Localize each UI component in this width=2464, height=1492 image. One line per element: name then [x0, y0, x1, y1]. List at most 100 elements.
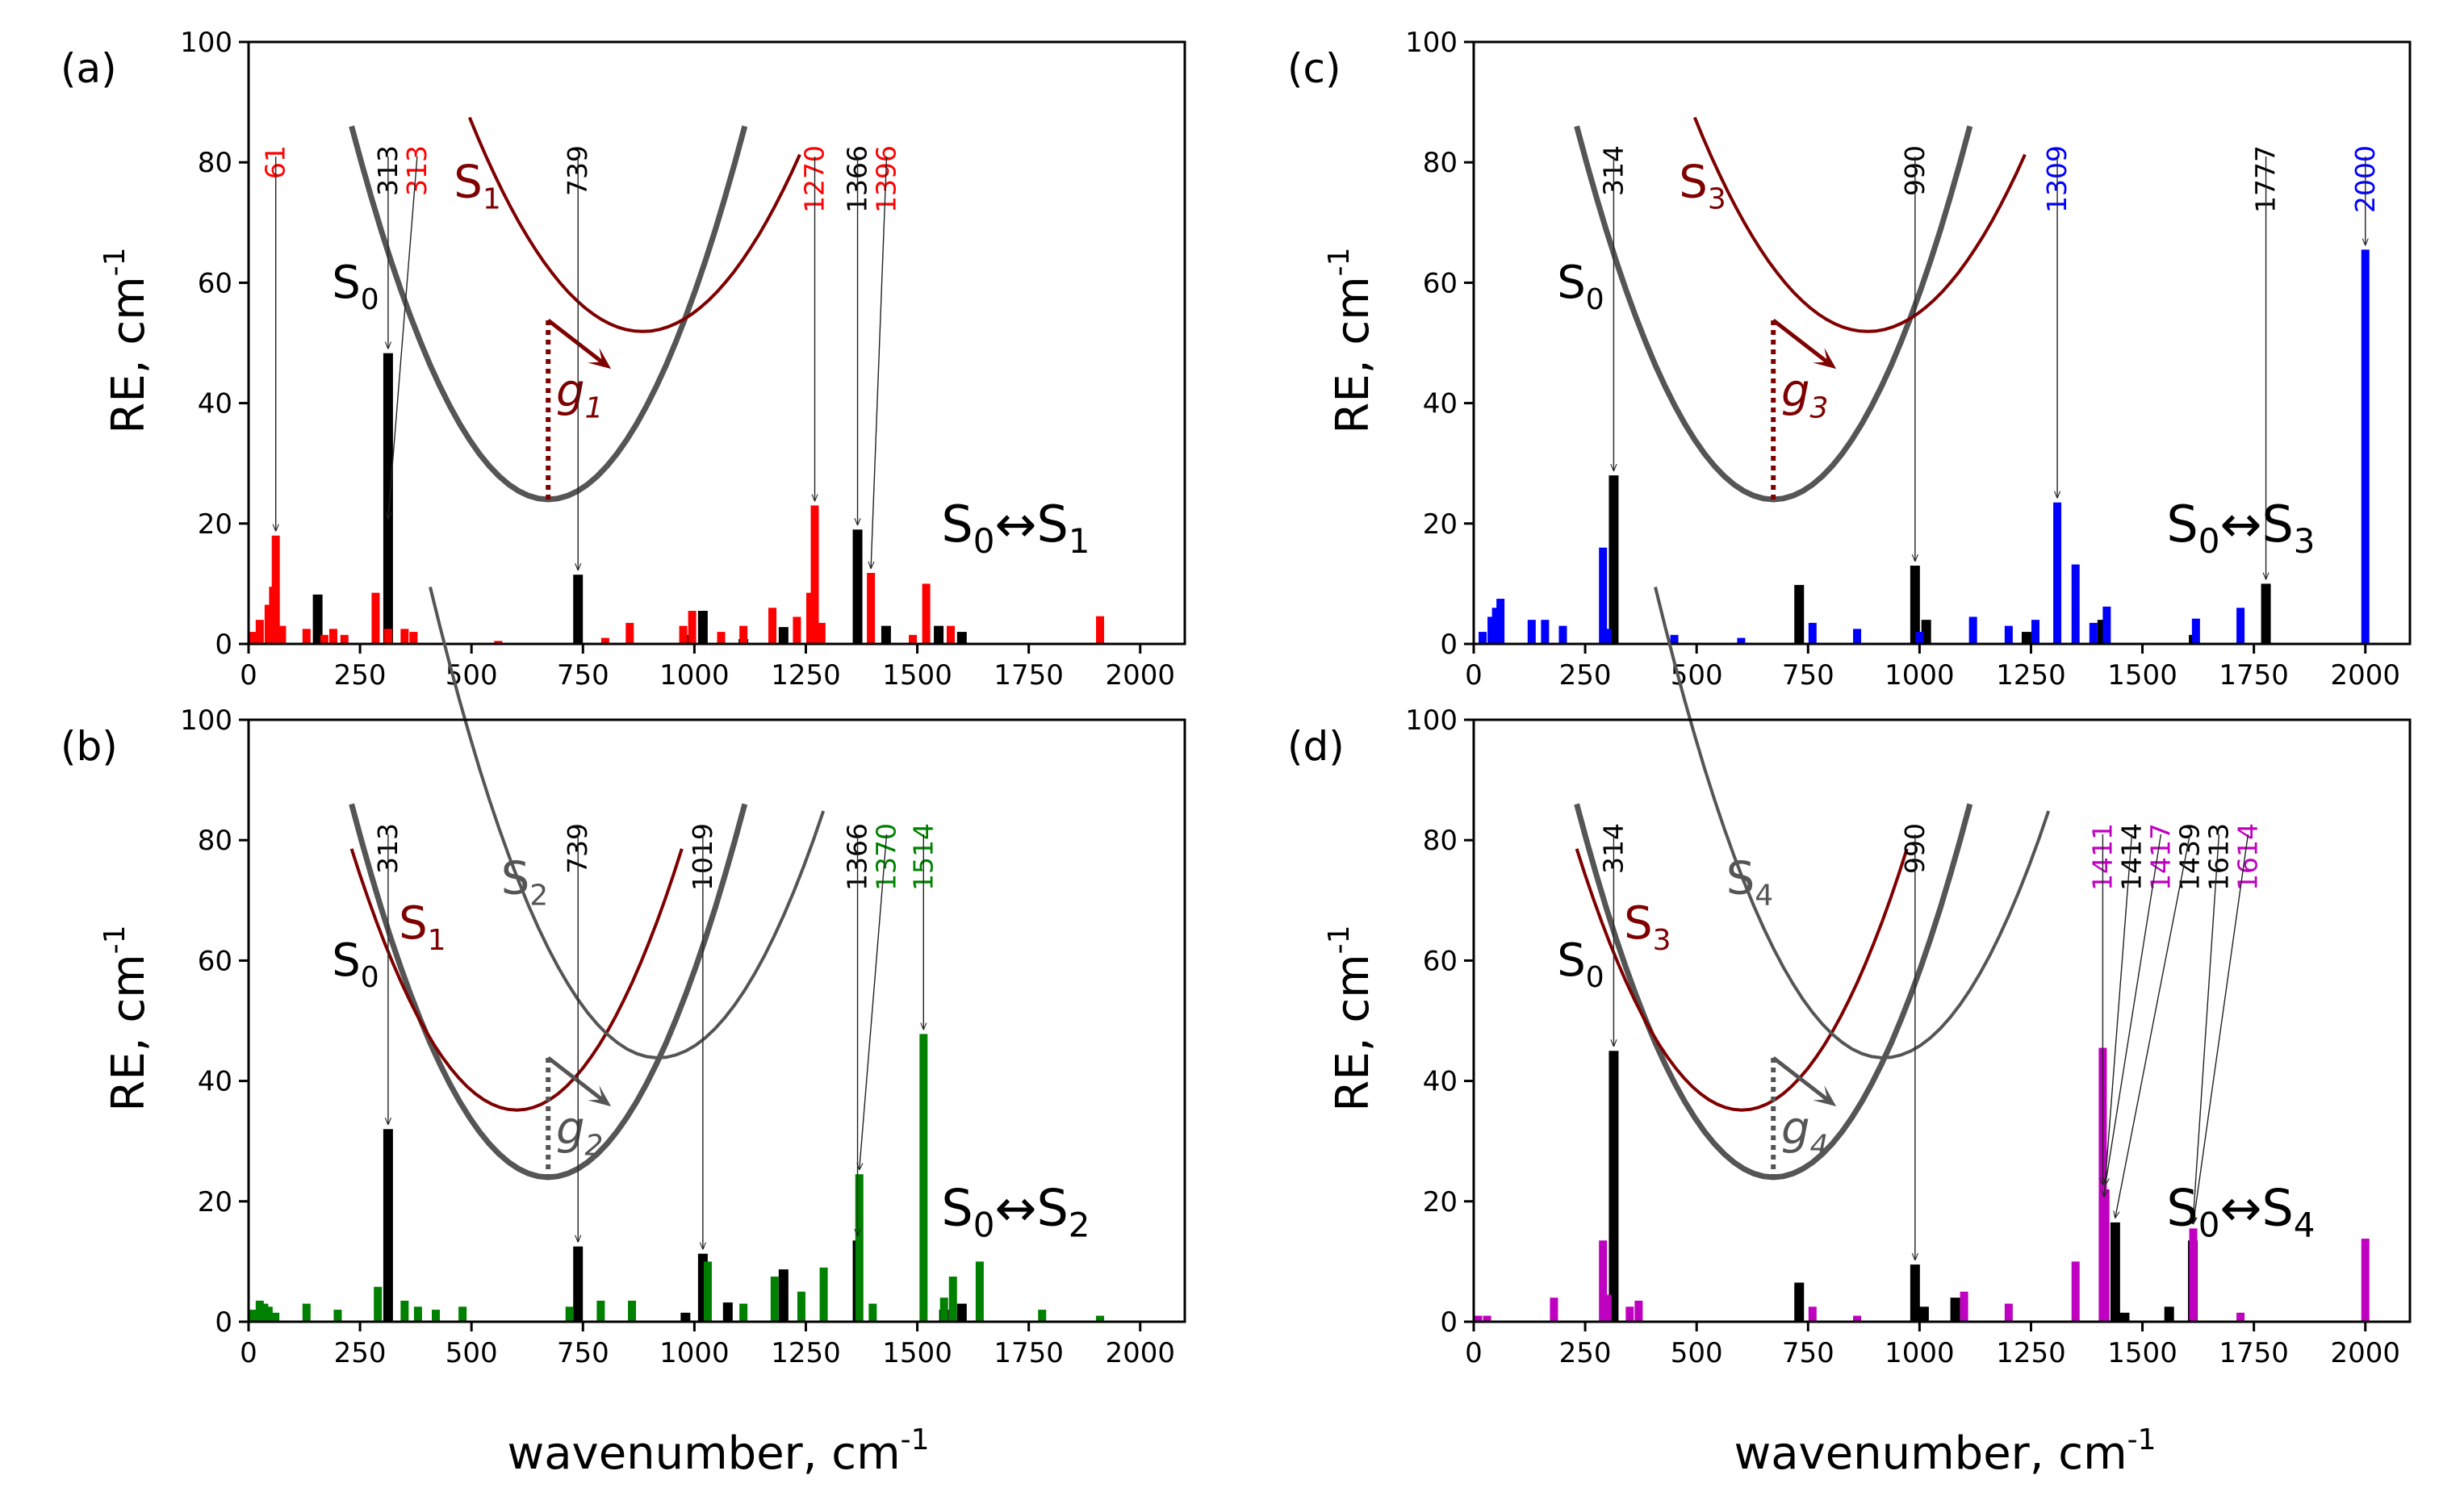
bar-S2	[919, 1034, 928, 1322]
bar-S0	[1794, 584, 1805, 644]
ground-state-curve	[349, 803, 748, 1181]
x-tick-label: 250	[334, 1337, 387, 1369]
y-tick-label: 80	[1423, 147, 1458, 179]
excited-state-label-2: S4	[1726, 852, 1773, 912]
annotation-arrow	[860, 834, 888, 1169]
bar-S0	[2261, 583, 2271, 644]
x-tick-label: 1000	[659, 1337, 730, 1369]
x-tick-label: 1750	[2219, 1337, 2289, 1369]
bar-S2	[596, 1300, 605, 1322]
bar-S2	[703, 1261, 712, 1322]
bar-S2	[374, 1286, 383, 1322]
bar-S1	[278, 625, 287, 644]
bar-S0	[1910, 1264, 1920, 1322]
y-tick-label: 20	[198, 1186, 232, 1218]
x-tick-label: 1500	[2107, 1337, 2177, 1369]
gradient-arrow-shaft	[546, 318, 606, 366]
bar-S2	[770, 1277, 779, 1322]
ylabel-b: RE, cm-1	[98, 925, 155, 1111]
bar-S2	[413, 1306, 422, 1322]
x-tick-label: 1000	[659, 659, 730, 692]
plot-frame	[1472, 40, 2412, 646]
y-tick-label: 40	[198, 388, 232, 420]
bar-S1	[600, 637, 609, 644]
bar-S2	[255, 1300, 264, 1322]
annotation-arrow	[2104, 834, 2133, 1197]
bar-S2	[400, 1300, 409, 1322]
bar-S1	[909, 634, 918, 644]
bar-S4	[1808, 1306, 1817, 1322]
bar-S4	[2236, 1312, 2245, 1322]
excited-state-label: S3	[1679, 156, 1726, 215]
bar-S3	[2031, 620, 2039, 644]
inset-diagram: S0 S3 S4 g4	[1557, 587, 2051, 1181]
inset-diagram: S0 S3 g3	[1557, 116, 2027, 503]
bar-S0	[778, 1269, 789, 1322]
bar-S4	[1853, 1315, 1862, 1322]
bar-S3	[2004, 625, 2013, 644]
bar-S0	[1794, 1282, 1805, 1322]
bar-S1	[400, 629, 409, 644]
bar-S1	[817, 622, 826, 644]
x-tick-label: 1500	[882, 659, 952, 692]
bar-S1	[255, 620, 264, 644]
excited-state-curve	[349, 848, 684, 1112]
ylabel-c: RE, cm-1	[1323, 247, 1379, 433]
excited-state-label-2: S2	[501, 852, 548, 912]
bar-S2	[264, 1306, 273, 1322]
bar-S2	[1038, 1310, 1047, 1322]
bar-S1	[947, 625, 955, 644]
bar-S1	[625, 622, 634, 644]
bar-S3	[1541, 620, 1550, 644]
bar-S1	[328, 629, 337, 644]
y-tick-label: 60	[198, 267, 232, 299]
transition-label: S0↔S3	[2166, 495, 2315, 561]
x-tick-label: 250	[1559, 659, 1612, 692]
x-tick-label: 750	[1782, 1337, 1834, 1369]
bar-S2	[797, 1291, 805, 1322]
bar-S4	[2101, 1189, 2110, 1322]
gradient-arrow-icon	[1813, 347, 1837, 370]
bar-S0	[680, 1312, 691, 1322]
y-tick-label: 0	[1440, 629, 1458, 661]
x-tick-label: 250	[1559, 1337, 1612, 1369]
bar-S0	[2119, 1312, 2130, 1322]
bar-S0	[852, 529, 863, 644]
bar-S4	[2189, 1228, 2198, 1322]
bar-S2	[271, 1312, 280, 1322]
bar-S2	[939, 1298, 948, 1322]
ground-state-curve	[1574, 125, 1973, 503]
y-tick-label: 100	[1405, 704, 1458, 737]
bar-S2	[628, 1300, 637, 1322]
bar-S4	[1550, 1298, 1558, 1322]
bar-S3	[2053, 502, 2062, 644]
y-tick-label: 60	[198, 945, 232, 977]
x-tick-label: 500	[1671, 1337, 1723, 1369]
y-tick-label: 20	[1423, 1186, 1458, 1218]
x-tick-label: 1500	[2107, 659, 2177, 692]
gradient-arrow-icon	[588, 1085, 612, 1107]
bar-S3	[1603, 629, 1612, 644]
excited-state-label: S3	[1624, 897, 1671, 957]
bar-S3	[2236, 608, 2245, 644]
bar-S4	[1599, 1240, 1608, 1322]
annotation-label: 1417	[2144, 823, 2176, 891]
bar-S1	[679, 625, 688, 644]
bar-S3	[1599, 547, 1608, 644]
y-tick-label: 20	[198, 508, 232, 541]
bar-S0	[2164, 1306, 2174, 1322]
bar-S1	[340, 634, 349, 644]
bar-S1	[867, 572, 876, 644]
excited-state-label: S1	[454, 156, 500, 215]
bar-S0	[1910, 566, 1920, 644]
ylabel-d: RE, cm-1	[1323, 925, 1379, 1111]
y-tick-label: 60	[1423, 267, 1458, 299]
bar-S4	[1474, 1315, 1483, 1322]
y-tick-label: 0	[1440, 1306, 1458, 1339]
bar-S3	[1496, 599, 1505, 644]
bar-S1	[383, 629, 392, 644]
x-tick-label: 2000	[2330, 1337, 2400, 1369]
bar-S2	[333, 1310, 342, 1322]
